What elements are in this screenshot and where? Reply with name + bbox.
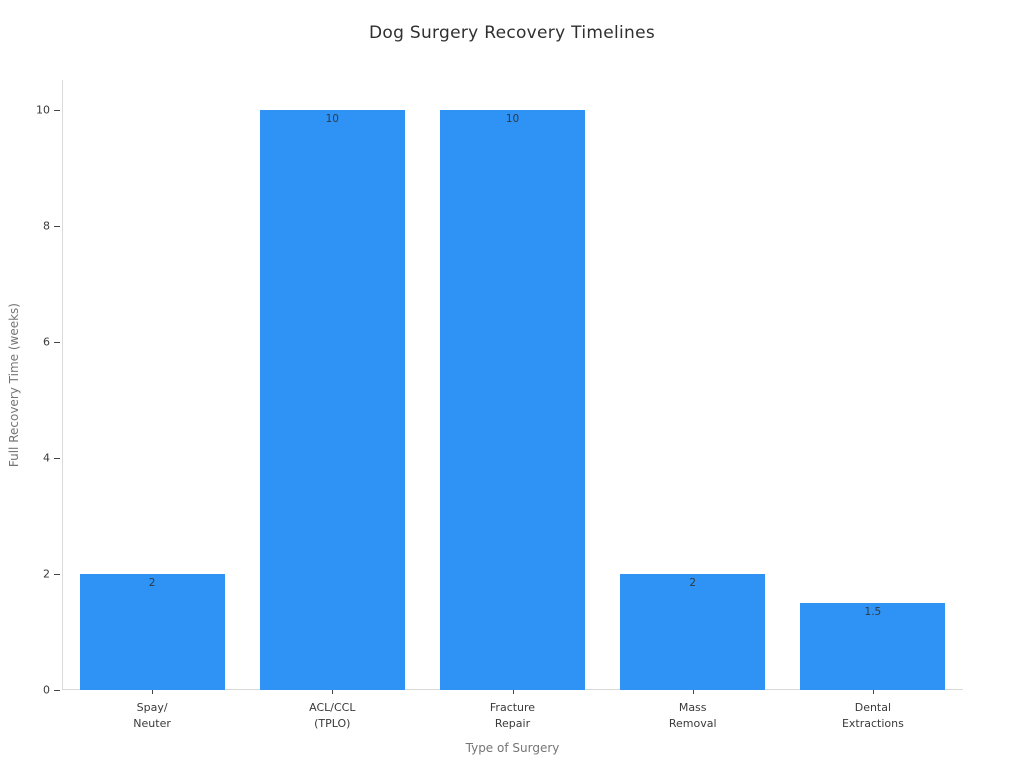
- x-tick-mark: [872, 690, 874, 694]
- bar: 2: [79, 574, 225, 690]
- bar: 2: [620, 574, 766, 690]
- y-axis-label-wrap: Full Recovery Time (weeks): [0, 80, 28, 690]
- y-tick-label: 6: [43, 335, 50, 349]
- y-axis-line: [62, 80, 63, 690]
- bar-value-label: 10: [505, 113, 520, 125]
- x-tick-label: Mass Removal: [668, 701, 717, 730]
- plot-area: 0 2 4 6 8 10 2 10 10 2 1.5 Spay/ Neuter ACL/CCL (T…: [36, 80, 963, 730]
- x-tick-label: ACL/CCL (TPLO): [309, 701, 356, 730]
- x-tick-mark: [692, 690, 694, 694]
- y-tick-mark: [54, 226, 60, 227]
- y-tick-mark: [54, 342, 60, 343]
- bar-value-label: 2: [148, 577, 156, 589]
- y-tick-label: 10: [36, 103, 50, 117]
- x-tick-label: Dental Extractions: [841, 701, 904, 730]
- y-tick-label: 0: [43, 683, 50, 697]
- y-tick-label: 2: [43, 567, 50, 581]
- y-tick-mark: [54, 458, 60, 459]
- bar: 10: [259, 110, 405, 690]
- x-tick-mark: [332, 690, 334, 694]
- x-tick-label: Fracture Repair: [489, 701, 536, 730]
- y-tick-label: 4: [43, 451, 50, 465]
- y-axis-label: Full Recovery Time (weeks): [7, 302, 21, 468]
- bar-value-label: 2: [689, 577, 697, 589]
- y-tick-label: 8: [43, 219, 50, 233]
- x-tick-mark: [512, 690, 514, 694]
- x-axis-label: Type of Surgery: [465, 741, 560, 755]
- x-tick-mark: [152, 690, 154, 694]
- y-tick-mark: [54, 110, 60, 111]
- bar-value-label: 10: [325, 113, 339, 125]
- bar: 10: [440, 110, 585, 690]
- bar: 1.5: [800, 603, 946, 690]
- chart-title: Dog Surgery Recovery Timelines: [368, 23, 655, 43]
- y-tick-mark: [54, 574, 60, 575]
- x-tick-label: Spay/ Neuter: [133, 701, 171, 730]
- bar-value-label: 1.5: [864, 606, 882, 618]
- y-tick-mark: [54, 690, 60, 691]
